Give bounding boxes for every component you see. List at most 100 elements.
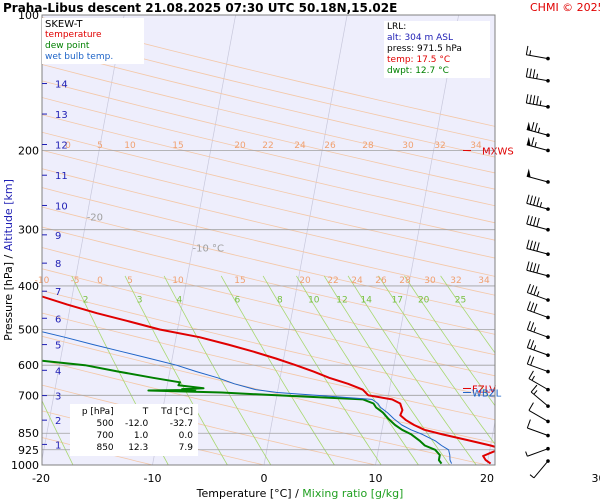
pressure-tick-label: 300	[18, 224, 39, 237]
dry-adiabat-label: 5	[127, 276, 133, 286]
wind-barb-pennant	[526, 137, 531, 146]
pressure-tick-label: 600	[18, 359, 39, 372]
table-header-t: T	[142, 407, 149, 417]
wind-barb	[526, 301, 550, 320]
special-level-label-fzlv: FZLV	[472, 384, 496, 395]
wind-barb-half-feather	[525, 451, 528, 457]
table-cell: 7.9	[178, 443, 193, 453]
wind-barb	[525, 446, 550, 457]
table-cell: 0.0	[178, 431, 193, 441]
wind-barb-feather	[533, 241, 537, 251]
wind-barb-feather	[529, 68, 532, 78]
wind-barb-station	[546, 78, 550, 83]
wind-barb-pennant	[526, 168, 531, 178]
wind-barb-half-feather	[533, 327, 537, 333]
wind-barb-feather	[526, 194, 530, 204]
dry-adiabat-label: 26	[375, 276, 387, 286]
dry-adiabat-label: 26	[324, 141, 336, 151]
mixing-ratio-label: 3	[137, 296, 143, 306]
wind-barb-station	[546, 133, 550, 138]
chart-title: Praha-Libus descent 21.08.2025 07:30 UTC…	[3, 1, 398, 15]
wind-barb-station	[546, 387, 550, 392]
mixing-ratio-line	[262, 275, 382, 465]
plot-background	[42, 15, 495, 465]
wind-barb-half-feather	[533, 345, 537, 351]
lrl-panel: LRL: alt: 304 m ASL press: 971.5 hPa tem…	[384, 21, 490, 78]
profile-series	[42, 295, 495, 465]
legend-title: SKEW-T	[45, 19, 83, 30]
altitude-tick-label: 5	[55, 341, 61, 352]
altitude-tick-label: 8	[55, 259, 61, 270]
wind-barb-station	[546, 433, 550, 438]
altitude-tick-label: 11	[55, 171, 68, 182]
dry-adiabat-label: 10	[172, 276, 184, 286]
credit-label: CHMI © 2025	[530, 1, 600, 14]
wind-barb-half-feather	[529, 474, 535, 479]
wind-barb	[526, 355, 550, 374]
wind-barb	[526, 121, 550, 138]
wind-barb-feather	[526, 321, 531, 330]
wind-barb-feather	[526, 215, 530, 225]
dry-adiabat-line	[42, 290, 495, 398]
wind-barb-staff	[528, 409, 549, 422]
wind-barb-feather	[530, 340, 535, 349]
mixing-ratio-label: 2	[83, 296, 89, 306]
wind-barb	[529, 459, 550, 479]
table-header-p: p [hPa]	[81, 407, 114, 417]
mixing-ratio-line	[404, 275, 495, 407]
dry-adiabat-line	[42, 312, 495, 421]
wind-barb-feather	[525, 67, 529, 78]
wind-barb-station	[546, 335, 550, 340]
table-row: 850 12.3 7.9	[72, 442, 196, 454]
table-cell: 850	[96, 443, 114, 453]
mixing-ratio-line	[440, 275, 495, 354]
dry-adiabat-label: 20	[299, 276, 311, 286]
wind-barb	[526, 321, 550, 340]
mixing-ratio-label: 17	[392, 296, 403, 306]
temperature-tick-label: 20	[480, 472, 494, 485]
wind-barb-feather	[530, 302, 535, 312]
wind-barb-station	[546, 459, 550, 463]
wind-barb-feather	[525, 45, 529, 55]
wind-barb-feather	[526, 355, 531, 365]
altitude-tick-label: 4	[55, 366, 61, 377]
dry-adiabat-label: 22	[262, 141, 273, 151]
mixing-ratio-label: 25	[455, 296, 466, 306]
dry-adiabat-label: 24	[351, 276, 363, 286]
mixing-ratio-label: 1	[0, 296, 1, 306]
mixing-ratio-line	[347, 275, 477, 465]
wind-barb-feather	[531, 122, 535, 131]
dry-adiabat-label: 34	[470, 141, 482, 151]
pressure-tick-label: 200	[18, 144, 39, 157]
wind-barb-station	[546, 252, 550, 256]
wind-barb-feather	[536, 217, 540, 227]
pressure-tick-label: 925	[18, 444, 39, 457]
table-row: 700 1.0 0.0	[72, 430, 196, 442]
lrl-dewpoint: dwpt: 12.7 °C	[387, 66, 449, 76]
wind-barb	[526, 215, 550, 232]
wind-barb-feather	[529, 262, 533, 272]
special-level-label-wbzl: WBZL	[472, 388, 502, 399]
legend-item-wetbulb: wet bulb temp.	[45, 52, 114, 62]
temperature-tick-label: -10	[144, 472, 162, 485]
wind-barb-feather	[533, 196, 537, 206]
pressure-tick-label: 500	[18, 324, 39, 337]
wind-barb-half-feather	[531, 375, 535, 381]
altitude-tick-label: 9	[55, 231, 61, 242]
legend: SKEW-T temperature dew point wet bulb te…	[42, 18, 144, 64]
wind-barb-feather	[530, 285, 535, 294]
wind-barb-feather	[526, 283, 531, 293]
dry-adiabat-label: 10	[124, 141, 136, 151]
dry-adiabat-label: 30	[402, 141, 414, 151]
altitude-tick-label: 10	[55, 201, 68, 212]
wind-barb	[525, 94, 550, 109]
mixing-ratio-label: 6	[234, 296, 240, 306]
altitude-tick-label: 2	[55, 416, 61, 427]
lrl-pressure: press: 971.5 hPa	[387, 44, 462, 54]
wind-barb-feather	[529, 195, 533, 205]
isotherm-label: -10 °C	[193, 243, 225, 254]
lrl-temperature: temp: 17.5 °C	[387, 55, 451, 65]
table-cell: 1.0	[133, 431, 149, 441]
dry-adiabat-line	[42, 168, 495, 277]
